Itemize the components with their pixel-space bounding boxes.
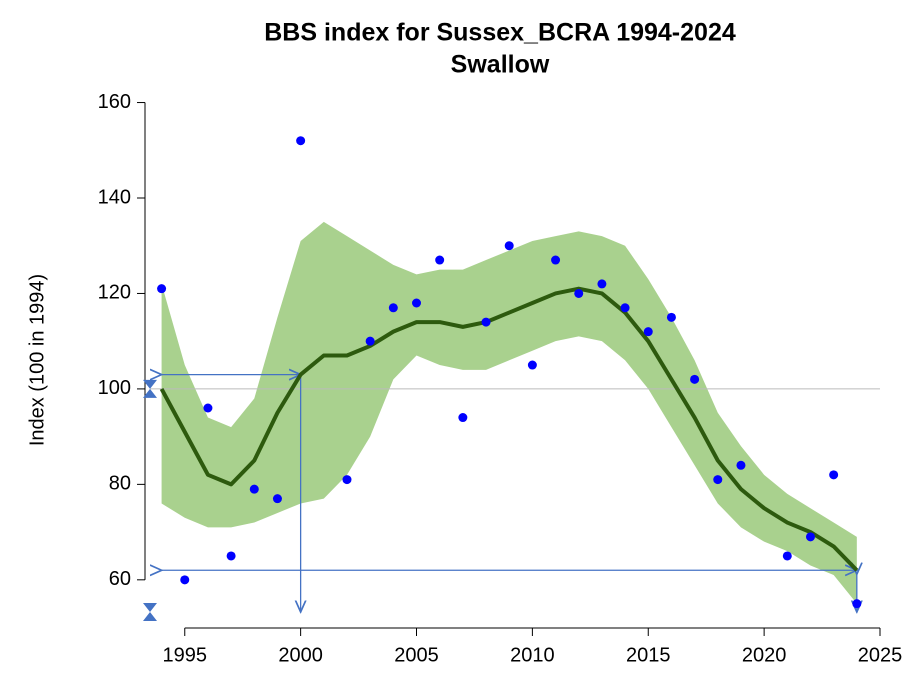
x-tick-label: 2020 — [742, 644, 787, 666]
data-point — [249, 484, 259, 494]
data-point — [365, 336, 375, 346]
data-point — [435, 255, 445, 265]
x-tick-label: 2010 — [510, 644, 555, 666]
data-point — [342, 475, 352, 485]
data-point — [713, 475, 723, 485]
y-tick-label: 60 — [109, 568, 131, 590]
trend-line — [159, 286, 859, 572]
data-point — [412, 298, 422, 308]
data-point — [620, 303, 630, 313]
data-point — [551, 255, 561, 265]
data-point — [829, 470, 839, 480]
data-point — [805, 532, 815, 542]
data-point — [690, 374, 700, 384]
hourglass-marker — [143, 603, 157, 621]
data-point — [157, 284, 167, 294]
data-point — [597, 279, 607, 289]
data-point — [388, 303, 398, 313]
data-point — [852, 599, 862, 609]
x-tick-label: 2015 — [626, 644, 671, 666]
data-point — [226, 551, 236, 561]
x-tick-label: 2005 — [394, 644, 439, 666]
x-tick-label: 1995 — [163, 644, 208, 666]
y-axis-title: Index (100 in 1994) — [26, 274, 48, 446]
data-point — [736, 460, 746, 470]
data-point — [782, 551, 792, 561]
data-point — [203, 403, 213, 413]
confidence-band — [161, 221, 857, 604]
y-tick-label: 120 — [98, 282, 131, 304]
data-point — [272, 494, 282, 504]
data-point — [180, 575, 190, 585]
data-point — [666, 312, 676, 322]
hourglass-marker — [143, 379, 157, 398]
y-tick-label: 160 — [98, 91, 131, 113]
chart-title: BBS index for Sussex_BCRA 1994-2024 — [264, 19, 736, 47]
x-tick-label: 2000 — [278, 644, 323, 666]
data-point — [458, 413, 468, 423]
chart-subtitle: Swallow — [451, 51, 550, 79]
y-tick-label: 140 — [98, 186, 131, 208]
data-point — [296, 136, 306, 146]
data-point — [574, 288, 584, 298]
x-tick-label: 2025 — [858, 644, 903, 666]
y-tick-label: 80 — [109, 473, 131, 495]
data-point — [643, 327, 653, 337]
data-point — [504, 241, 514, 251]
y-tick-label: 100 — [98, 377, 131, 399]
data-point — [481, 317, 491, 327]
data-point — [527, 360, 537, 370]
